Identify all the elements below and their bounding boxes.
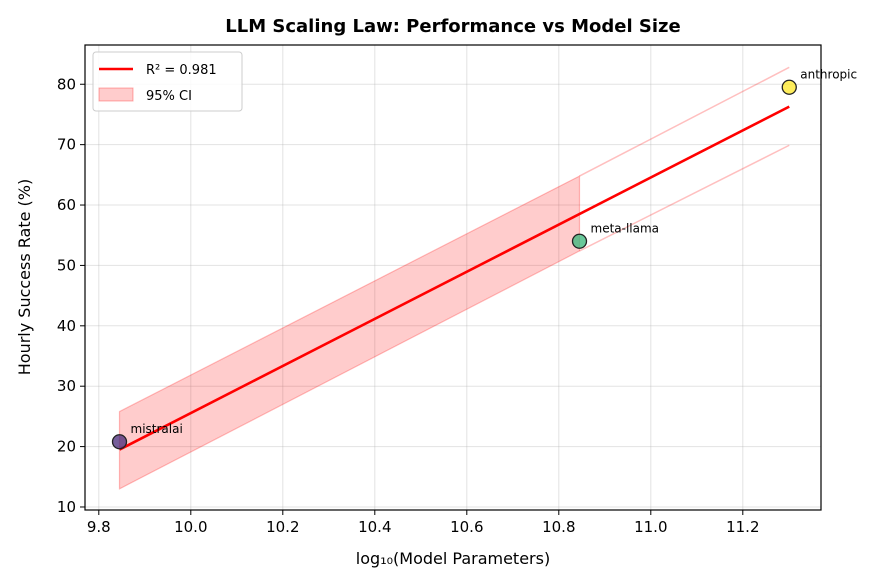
fit-line: [118, 105, 790, 451]
y-tick-label: 40: [57, 317, 76, 335]
x-tick-label: 10.4: [358, 518, 391, 536]
ci-upper-bound: [579, 66, 790, 177]
y-tick-label: 50: [57, 256, 76, 274]
plot-frame: [84, 44, 822, 511]
x-tick-label: 10.8: [542, 518, 575, 536]
grid: [85, 45, 821, 510]
legend: R² = 0.981 95% CI: [92, 51, 243, 112]
x-tick-label: 10.6: [450, 518, 483, 536]
y-tick-label: 30: [57, 377, 76, 395]
x-tick-label: 9.8: [87, 518, 111, 536]
x-tick-label: 10.2: [266, 518, 299, 536]
y-tick-label: 60: [57, 196, 76, 214]
data-point-meta-llama: [571, 233, 588, 249]
legend-fit-label: R² = 0.981: [146, 63, 217, 78]
x-tick-label: 10.0: [174, 518, 207, 536]
y-axis-ticks: 10 20 30 40 50 60 70 80: [57, 75, 85, 516]
x-axis-ticks: 9.8 10.0 10.2 10.4 10.6 10.8 11.0 11.2: [87, 510, 760, 536]
legend-box: [92, 51, 243, 112]
y-axis-label: Hourly Success Rate (%): [15, 179, 34, 376]
y-tick-label: 20: [57, 438, 76, 456]
data-points: [111, 79, 797, 450]
point-annotations: mistralai meta-llama anthropic: [131, 67, 858, 435]
legend-ci-label: 95% CI: [146, 89, 192, 104]
y-tick-label: 10: [57, 498, 76, 516]
x-tick-label: 11.2: [726, 518, 759, 536]
data-point-anthropic: [781, 79, 797, 95]
ci-lower-bound: [579, 144, 790, 252]
y-tick-label: 80: [57, 75, 76, 93]
point-label-anthropic: anthropic: [800, 67, 857, 81]
x-axis-label: log₁₀(Model Parameters): [356, 549, 550, 568]
x-tick-label: 11.0: [634, 518, 667, 536]
y-tick-label: 70: [57, 136, 76, 154]
chart-title: LLM Scaling Law: Performance vs Model Si…: [225, 16, 680, 37]
data-point-mistralai: [111, 434, 128, 450]
fit-line-layer: [118, 105, 790, 451]
point-label-meta-llama: meta-llama: [591, 221, 660, 235]
point-label-mistralai: mistralai: [131, 422, 183, 436]
legend-ci-swatch: [98, 87, 134, 102]
